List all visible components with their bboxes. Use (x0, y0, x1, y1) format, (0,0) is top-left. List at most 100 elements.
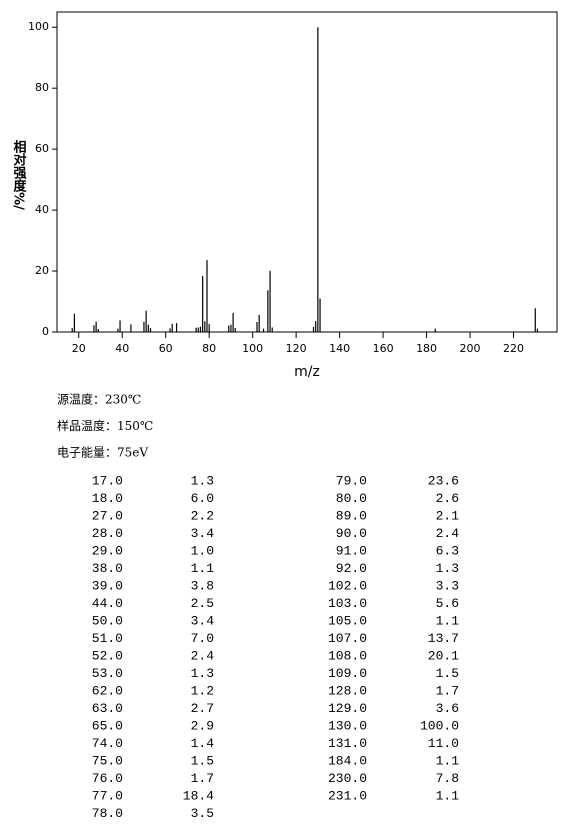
x-tick-label: 160 (373, 342, 394, 355)
table-intensity: 1.1 (436, 788, 460, 803)
table-mz: 74.0 (92, 736, 123, 751)
table-mz: 63.0 (92, 701, 123, 716)
table-mz: 231.0 (328, 788, 367, 803)
table-mz: 79.0 (336, 473, 367, 488)
table-mz: 52.0 (92, 648, 123, 663)
table-mz: 18.0 (92, 491, 123, 506)
table-intensity: 1.7 (191, 771, 214, 786)
table-intensity: 1.1 (436, 753, 460, 768)
x-axis-label: m/z (294, 364, 320, 380)
table-intensity: 1.0 (191, 543, 214, 558)
table-mz: 107.0 (328, 631, 367, 646)
table-intensity: 18.4 (183, 788, 214, 803)
y-tick-label: 40 (35, 203, 49, 216)
table-intensity: 3.5 (191, 806, 214, 821)
table-mz: 90.0 (336, 526, 367, 541)
table-mz: 39.0 (92, 578, 123, 593)
table-mz: 17.0 (92, 473, 123, 488)
table-intensity: 3.4 (191, 526, 215, 541)
table-mz: 89.0 (336, 508, 367, 523)
table-mz: 65.0 (92, 718, 123, 733)
plot-frame (56, 11, 558, 333)
table-mz: 184.0 (328, 753, 367, 768)
table-mz: 91.0 (336, 543, 367, 558)
table-intensity: 2.6 (436, 491, 459, 506)
table-intensity: 7.0 (191, 631, 214, 646)
table-mz: 80.0 (336, 491, 367, 506)
table-intensity: 20.1 (428, 648, 459, 663)
table-mz: 131.0 (328, 736, 367, 751)
table-intensity: 1.4 (191, 736, 215, 751)
table-intensity: 2.4 (436, 526, 460, 541)
y-tick-label: 60 (35, 142, 49, 155)
y-tick-label: 0 (42, 325, 49, 338)
table-mz: 76.0 (92, 771, 123, 786)
y-tick-label: 100 (28, 20, 49, 33)
condition: 样品温度：150℃ (57, 418, 153, 433)
table-mz: 77.0 (92, 788, 123, 803)
x-tick-label: 140 (329, 342, 350, 355)
table-intensity: 2.1 (436, 508, 460, 523)
table-intensity: 1.3 (436, 561, 459, 576)
table-intensity: 7.8 (436, 771, 459, 786)
x-tick-label: 200 (460, 342, 481, 355)
table-mz: 128.0 (328, 683, 367, 698)
table-intensity: 2.9 (191, 718, 214, 733)
table-intensity: 5.6 (436, 596, 459, 611)
x-tick-label: 100 (242, 342, 263, 355)
table-mz: 92.0 (336, 561, 367, 576)
table-mz: 75.0 (92, 753, 123, 768)
table-mz: 78.0 (92, 806, 123, 821)
x-tick-label: 80 (202, 342, 216, 355)
table-intensity: 2.2 (191, 508, 214, 523)
table-mz: 230.0 (328, 771, 367, 786)
table-mz: 44.0 (92, 596, 123, 611)
table-mz: 102.0 (328, 578, 367, 593)
table-mz: 108.0 (328, 648, 367, 663)
table-intensity: 1.7 (436, 683, 459, 698)
table-mz: 53.0 (92, 666, 123, 681)
table-intensity: 13.7 (428, 631, 459, 646)
y-tick-label: 20 (35, 264, 49, 277)
table-intensity: 3.6 (436, 701, 459, 716)
table-intensity: 2.7 (191, 701, 214, 716)
table-mz: 103.0 (328, 596, 367, 611)
table-mz: 130.0 (328, 718, 367, 733)
table-intensity: 1.1 (191, 561, 215, 576)
x-tick-label: 20 (72, 342, 86, 355)
condition: 源温度：230℃ (57, 392, 141, 407)
table-mz: 129.0 (328, 701, 367, 716)
x-tick-label: 220 (503, 342, 524, 355)
y-tick-label: 80 (35, 81, 49, 94)
x-tick-label: 40 (115, 342, 129, 355)
table-intensity: 100.0 (420, 718, 459, 733)
table-intensity: 2.5 (191, 596, 214, 611)
table-mz: 38.0 (92, 561, 123, 576)
table-intensity: 1.2 (191, 683, 214, 698)
table-mz: 62.0 (92, 683, 123, 698)
x-tick-label: 60 (159, 342, 173, 355)
table-intensity: 3.8 (191, 578, 214, 593)
table-mz: 27.0 (92, 508, 123, 523)
table-intensity: 6.3 (436, 543, 459, 558)
table-intensity: 1.5 (191, 753, 214, 768)
table-intensity: 2.4 (191, 648, 215, 663)
y-axis-label: 相对强度%/ (11, 140, 27, 211)
table-intensity: 11.0 (428, 736, 459, 751)
table-intensity: 23.6 (428, 473, 459, 488)
table-intensity: 1.3 (191, 666, 214, 681)
table-intensity: 3.3 (436, 578, 459, 593)
table-intensity: 1.1 (436, 613, 460, 628)
table-mz: 50.0 (92, 613, 123, 628)
x-tick-label: 120 (286, 342, 307, 355)
table-mz: 29.0 (92, 543, 123, 558)
table-mz: 51.0 (92, 631, 123, 646)
table-mz: 105.0 (328, 613, 367, 628)
condition: 电子能量：75eV (57, 446, 148, 460)
table-intensity: 1.3 (191, 473, 214, 488)
table-intensity: 6.0 (191, 491, 214, 506)
table-intensity: 3.4 (191, 613, 215, 628)
table-mz: 28.0 (92, 526, 123, 541)
